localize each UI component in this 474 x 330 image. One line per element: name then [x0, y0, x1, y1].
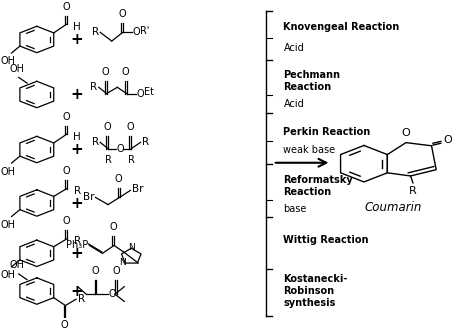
Text: O: O — [109, 222, 117, 232]
Text: Pechmann
Reaction: Pechmann Reaction — [283, 70, 340, 92]
Text: +: + — [71, 195, 83, 211]
Text: O: O — [102, 67, 109, 77]
Text: Br: Br — [82, 192, 94, 202]
Text: R: R — [74, 186, 81, 196]
Text: +: + — [71, 283, 83, 299]
Text: R: R — [91, 27, 99, 37]
Text: R: R — [74, 236, 81, 246]
Text: O: O — [117, 144, 125, 153]
Text: R: R — [409, 186, 417, 196]
Text: O: O — [137, 88, 144, 99]
Text: OH: OH — [1, 167, 16, 177]
Text: N: N — [119, 258, 126, 267]
Text: H: H — [73, 21, 81, 32]
Text: base: base — [283, 204, 307, 214]
Text: N: N — [128, 243, 135, 251]
Text: O: O — [115, 174, 122, 184]
Text: OH: OH — [9, 260, 24, 270]
Text: R': R' — [140, 26, 149, 36]
Text: O: O — [127, 122, 134, 132]
Text: O: O — [133, 27, 140, 37]
Text: weak base: weak base — [283, 146, 336, 155]
Text: H: H — [73, 132, 81, 142]
Text: O: O — [109, 289, 116, 299]
Text: Br: Br — [132, 184, 144, 194]
Text: Acid: Acid — [283, 43, 304, 52]
Text: Reformatsky
Reaction: Reformatsky Reaction — [283, 175, 353, 196]
Text: R: R — [78, 294, 85, 304]
Text: +: + — [71, 142, 83, 157]
Text: Ph₃P: Ph₃P — [66, 240, 89, 250]
Text: Acid: Acid — [283, 99, 304, 109]
Text: O: O — [443, 135, 452, 145]
Text: Et: Et — [144, 87, 154, 97]
Text: O: O — [62, 2, 70, 13]
Text: Wittig Reaction: Wittig Reaction — [283, 235, 369, 245]
Text: +: + — [71, 87, 83, 102]
Text: R: R — [90, 82, 97, 92]
Text: OH: OH — [1, 220, 16, 230]
Text: O: O — [61, 320, 68, 330]
Text: O: O — [62, 112, 70, 122]
Text: R: R — [91, 137, 99, 147]
Text: O: O — [62, 216, 70, 226]
Text: O: O — [112, 266, 120, 276]
Text: O: O — [118, 9, 126, 19]
Text: O: O — [91, 266, 99, 276]
Text: Knovengeal Reaction: Knovengeal Reaction — [283, 22, 400, 32]
Text: Perkin Reaction: Perkin Reaction — [283, 127, 371, 137]
Text: O: O — [401, 128, 410, 138]
Text: Coumarin: Coumarin — [365, 201, 422, 214]
Text: O: O — [122, 67, 129, 77]
Text: R: R — [105, 155, 111, 165]
Text: O: O — [62, 166, 70, 176]
Text: OH: OH — [1, 56, 16, 66]
Text: +: + — [71, 246, 83, 261]
Text: Kostanecki-
Robinson
synthesis: Kostanecki- Robinson synthesis — [283, 275, 348, 308]
Text: R: R — [143, 137, 150, 147]
Text: OH: OH — [1, 270, 16, 280]
Text: OH: OH — [9, 64, 24, 74]
Text: R: R — [128, 155, 135, 165]
Text: +: + — [71, 32, 83, 47]
Text: O: O — [103, 122, 111, 132]
